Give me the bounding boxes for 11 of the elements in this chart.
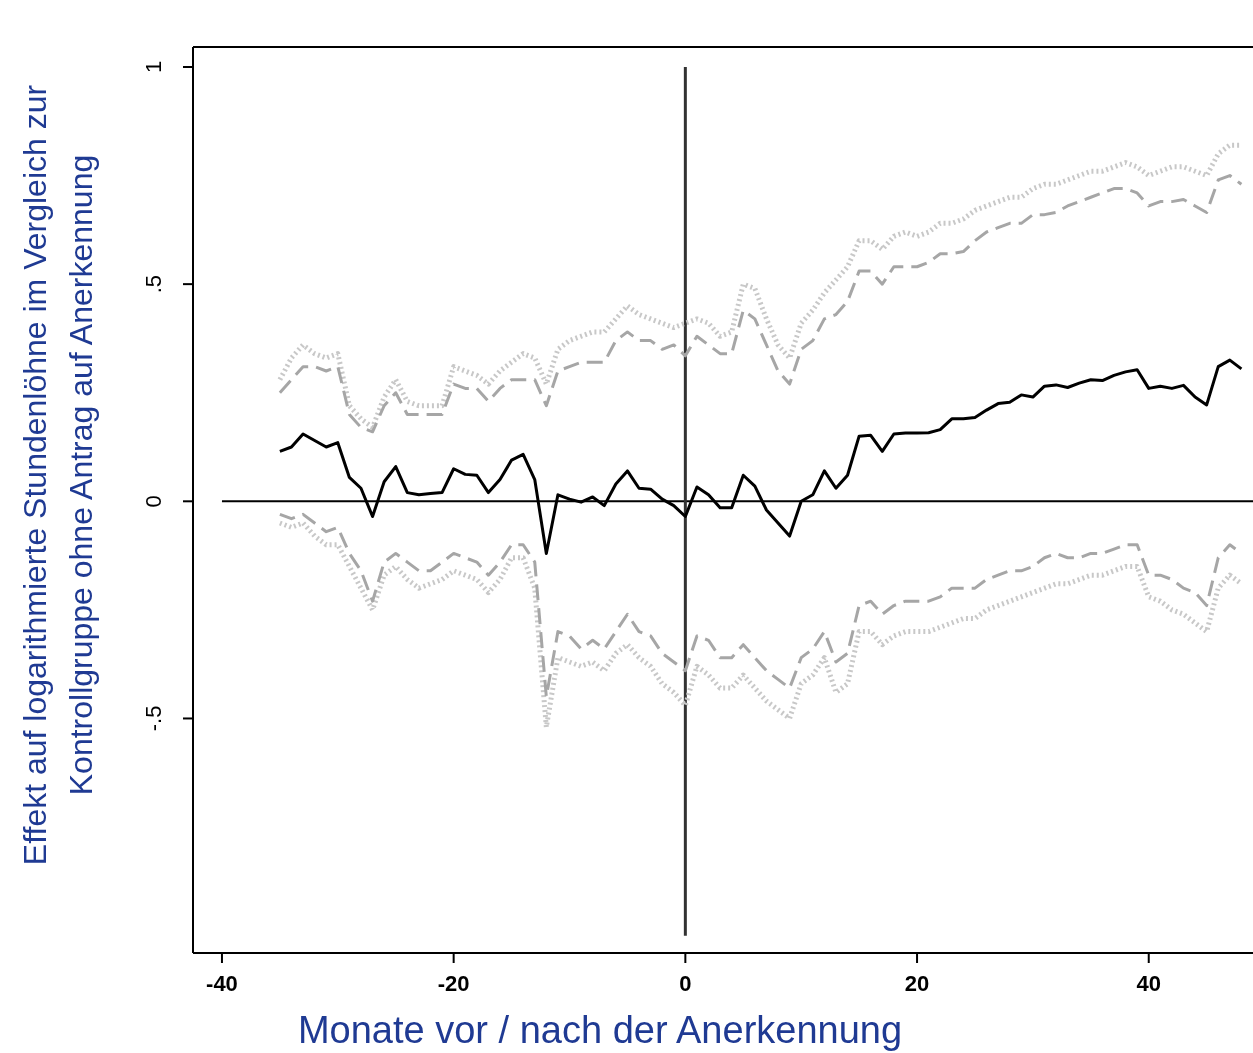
y-tick-label: 1 bbox=[141, 60, 166, 74]
y-axis-title: Effekt auf logarithmierte Stundenlöhne im Vergleich zur Kontrollgruppe ohne Antrag auf Anerkennung bbox=[17, 84, 99, 866]
x-tick-label: -40 bbox=[206, 971, 238, 996]
y-tick-label: 0 bbox=[141, 495, 166, 508]
x-tick-label: 0 bbox=[679, 971, 692, 996]
y-tick-label: .5 bbox=[141, 274, 166, 294]
x-tick-label: -20 bbox=[437, 971, 470, 996]
y-tick-label: -.5 bbox=[141, 705, 166, 732]
x-tick-label: 20 bbox=[904, 971, 930, 996]
x-tick-label: 40 bbox=[1136, 971, 1161, 996]
x-axis-title: Monate vor / nach der Anerkennung bbox=[297, 1009, 903, 1051]
